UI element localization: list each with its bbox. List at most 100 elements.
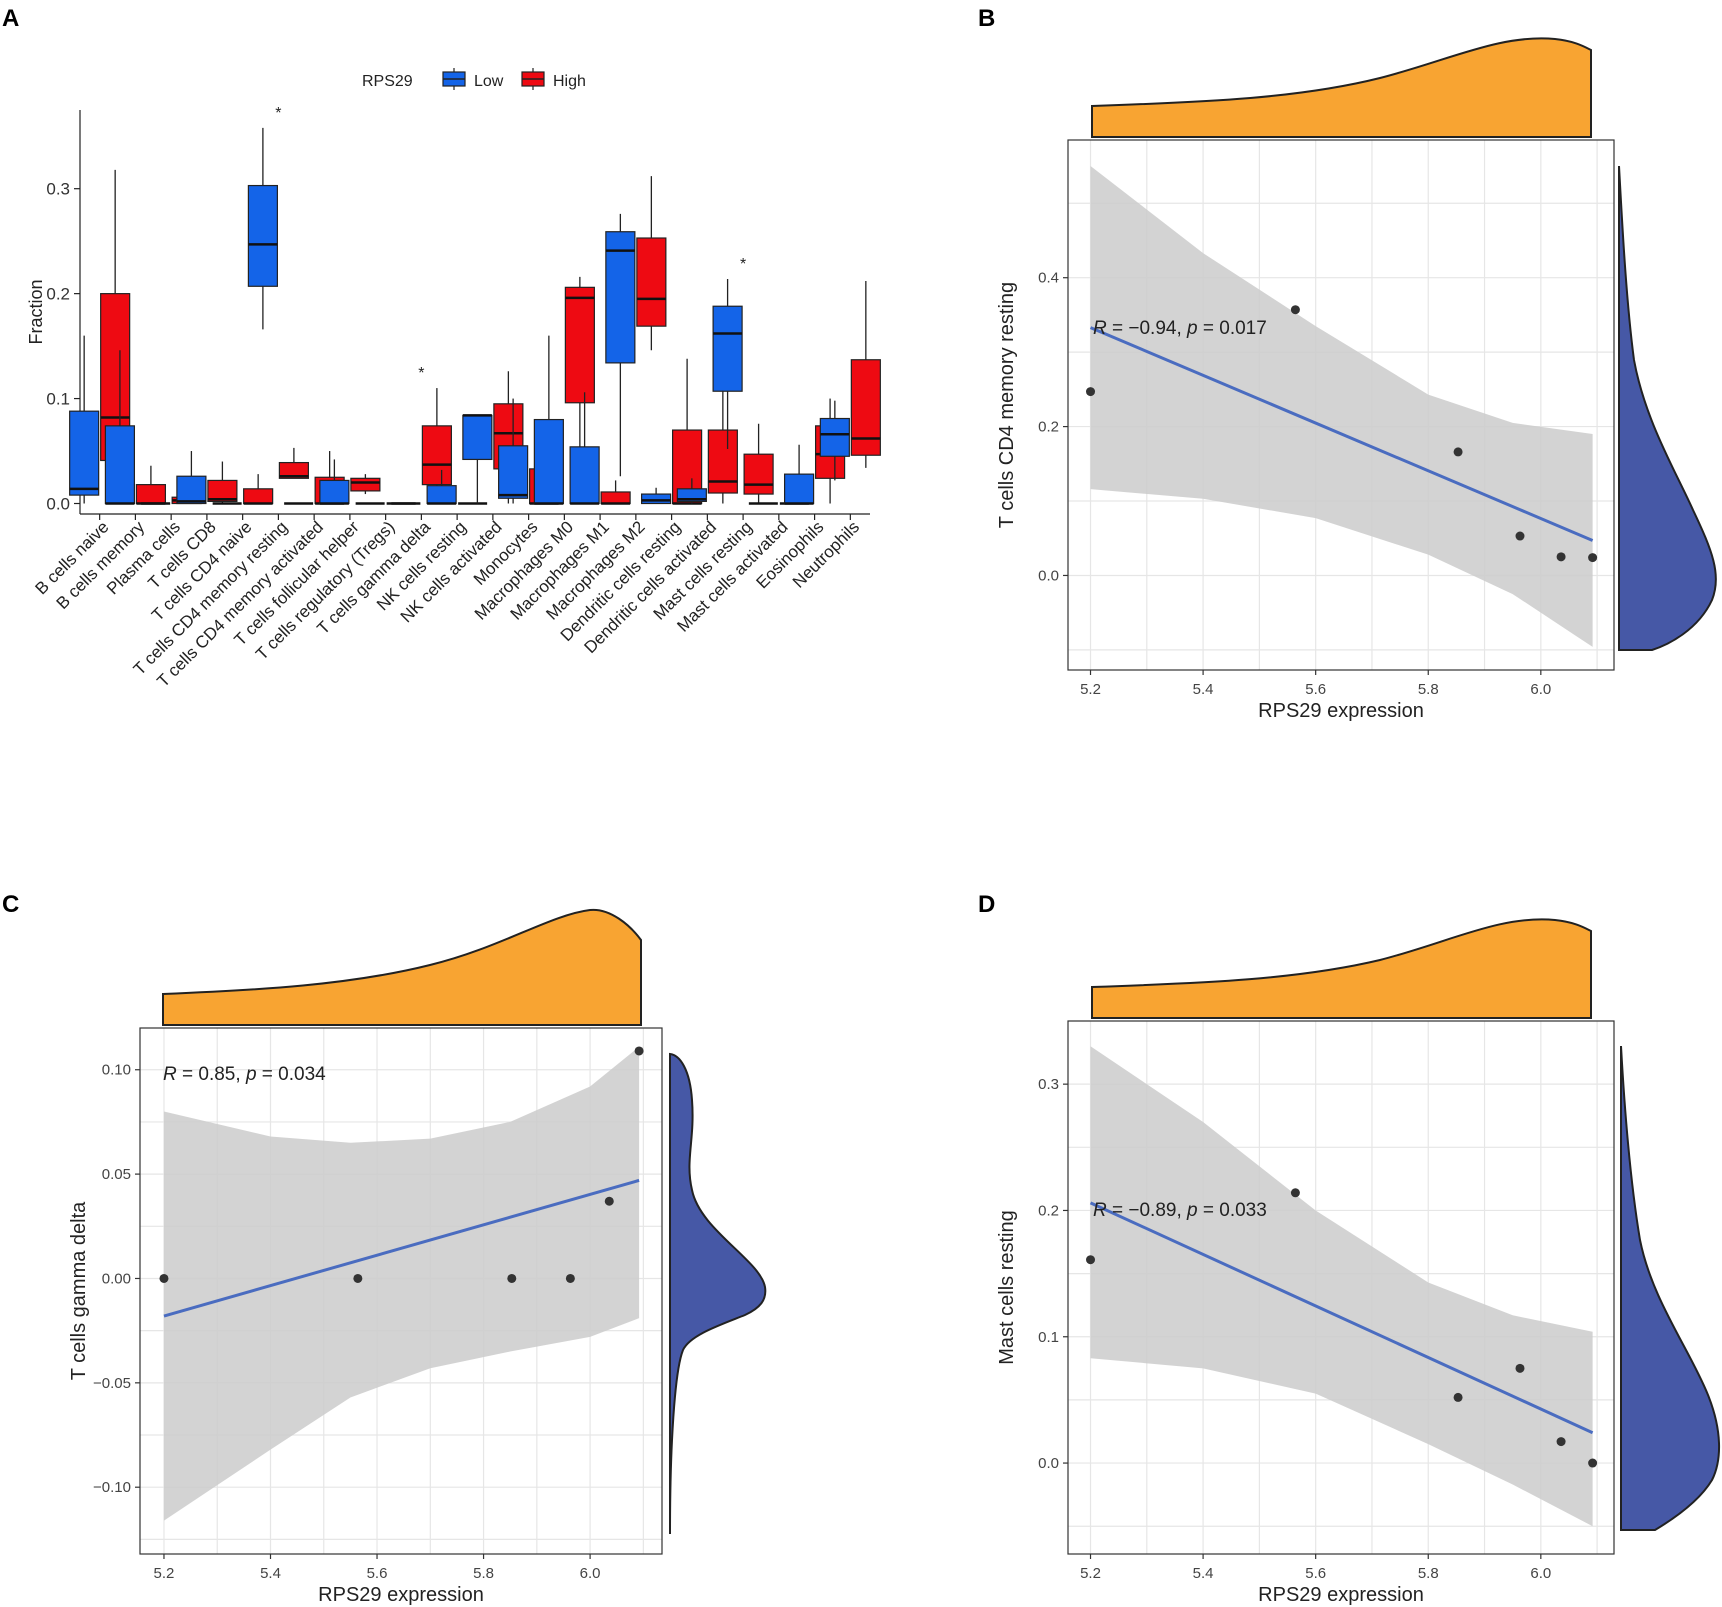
box-body (426, 485, 457, 505)
x-tick-label: 6.0 (1530, 1565, 1551, 1582)
annotation-symbol: R (1093, 1200, 1107, 1221)
box-body (319, 479, 350, 505)
box-low (819, 400, 850, 481)
confidence-band (163, 1046, 640, 1521)
box-body (600, 491, 631, 505)
box-low (712, 278, 743, 449)
data-point (1290, 305, 1300, 315)
annotation-symbol: p (245, 1064, 257, 1085)
y-tick-label: 0.2 (1038, 1202, 1059, 1219)
x-tick-label: 5.2 (154, 1565, 175, 1582)
significance-marker: * (418, 365, 424, 382)
data-point (1556, 1437, 1566, 1447)
plot-border (1067, 139, 1615, 671)
x-tick-label: 5.6 (1305, 681, 1326, 698)
data-point (1086, 387, 1096, 397)
x-density (1091, 37, 1592, 138)
data-point (1556, 552, 1566, 562)
significance-marker: * (740, 256, 746, 273)
box-body (783, 473, 815, 505)
correlation-annotation: R = −0.94, p = 0.017 (1093, 318, 1267, 339)
confidence-band (1090, 166, 1593, 647)
data-point (353, 1273, 363, 1283)
y-tick-label: 0.0 (1038, 1455, 1059, 1472)
data-point (507, 1273, 517, 1283)
category-group (319, 459, 381, 505)
annotation-value: = 0.85, (177, 1064, 246, 1085)
box-body (569, 446, 600, 505)
y-tick-label: −0.10 (93, 1479, 131, 1496)
data-point (634, 1046, 644, 1056)
panel-c-scatter: C 5.2 5.4 5.6 5.8 6.0 0.10 0.05 0.00 −0.05 −0.10 RP… (2, 891, 767, 1606)
box-high (672, 358, 703, 505)
x-tick-label: 6.0 (1530, 681, 1551, 698)
y-density (669, 1052, 767, 1535)
box-high (636, 176, 667, 351)
annotation-symbol: p (1186, 318, 1198, 339)
correlation-annotation: R = 0.85, p = 0.034 (163, 1064, 326, 1085)
annotation-symbol: p (1186, 1200, 1198, 1221)
box-body (104, 425, 136, 505)
box-body (819, 417, 850, 457)
box-high (707, 377, 738, 504)
annotation-symbol: R (163, 1064, 177, 1085)
x-axis-title: RPS29 expression (318, 1584, 484, 1606)
x-tick-label: 5.8 (1418, 1565, 1439, 1582)
box-body (712, 305, 743, 392)
data-point (1588, 1458, 1598, 1468)
box-body (707, 429, 738, 494)
category-group (569, 392, 631, 505)
regression-line (1089, 326, 1594, 542)
legend-label-low: Low (474, 73, 504, 90)
category-group (712, 278, 774, 504)
box-body (850, 359, 881, 456)
x-density (1091, 918, 1592, 1019)
box-low (498, 398, 529, 504)
category-group (533, 276, 595, 505)
y-axis-title: Mast cells resting (996, 1210, 1018, 1365)
annotation-value: = 0.034 (257, 1064, 327, 1085)
box-body (462, 414, 493, 461)
box-body (135, 484, 167, 505)
correlation-annotation: R = −0.89, p = 0.033 (1093, 1200, 1267, 1221)
panel-label-c: C (2, 891, 19, 918)
x-tick-label: 5.4 (1193, 1565, 1214, 1582)
box-high (278, 447, 309, 479)
category-group (176, 451, 238, 505)
box-body (247, 184, 278, 287)
plot-border (139, 1027, 663, 1555)
box-body (207, 479, 238, 503)
data-point (1290, 1188, 1300, 1198)
data-point (565, 1273, 575, 1283)
box-body (641, 493, 672, 505)
x-tick-label: 5.8 (473, 1565, 494, 1582)
category-group (247, 127, 309, 479)
box-low (605, 213, 636, 477)
box-body (278, 461, 309, 479)
box-body (564, 286, 595, 404)
x-tick-label: 5.6 (1305, 1565, 1326, 1582)
x-tick-label: 5.6 (367, 1565, 388, 1582)
x-tick-label: 5.2 (1080, 1565, 1101, 1582)
legend-label-high: High (553, 73, 586, 90)
y-tick-label: 0.0 (46, 495, 70, 514)
box-low (176, 451, 207, 505)
y-tick-label: 0.0 (1038, 567, 1059, 584)
panel-label-b: B (978, 5, 995, 32)
box-low (641, 487, 672, 505)
x-tick-label: 5.4 (260, 1565, 281, 1582)
y-tick-label: 0.2 (1038, 419, 1059, 436)
data-point (1515, 1363, 1525, 1373)
category-group (426, 469, 488, 505)
box-body (636, 237, 667, 327)
legend: RPS29 Low High (362, 68, 586, 90)
box-high (207, 461, 238, 504)
box-high (600, 480, 631, 505)
data-point (159, 1273, 169, 1283)
box-body (498, 445, 529, 499)
box-high (743, 423, 774, 504)
regression-line (1089, 1201, 1594, 1435)
category-group (641, 358, 703, 505)
y-tick-label: 0.3 (46, 180, 70, 199)
